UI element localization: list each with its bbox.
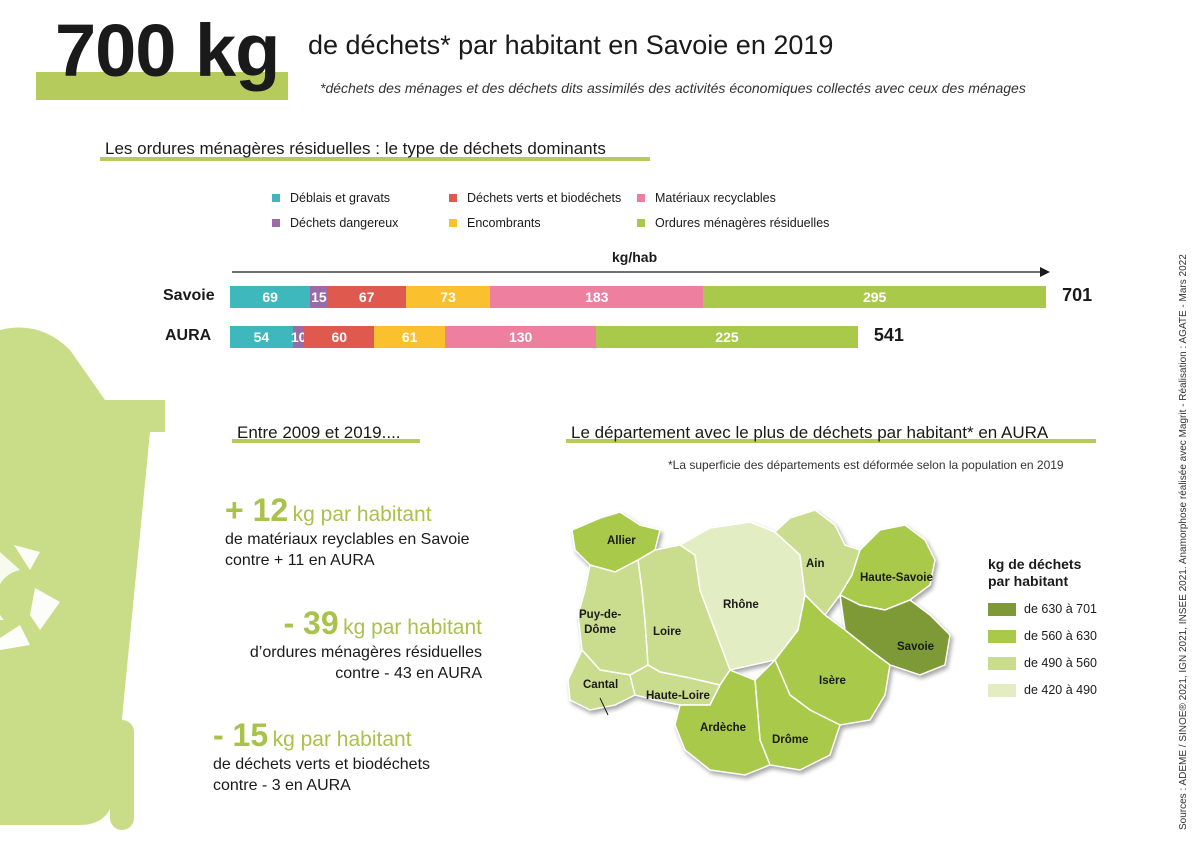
stat-value: - 15 [213,717,269,753]
stat-line: contre + 11 en AURA [225,552,375,569]
map-section-title: Le département avec le plus de déchets p… [571,423,1049,442]
map-legend-item: de 490 à 560 [988,656,1097,670]
evolution-title: Entre 2009 et 2019.... [237,423,401,442]
map-legend-swatch [988,656,1016,670]
bar-segment: 60 [304,326,375,348]
waste-bin-illustration [0,327,165,830]
map-title-underline [566,439,1096,443]
map-department-label: Savoie [897,641,935,653]
map-legend-label: de 420 à 490 [1024,683,1097,697]
map-department-label: Rhône [723,599,759,611]
map-legend-swatch [988,629,1016,643]
kg-axis-arrow [232,267,1050,277]
legend-label: Déchets dangereux [290,216,399,230]
bar-total-label: 701 [1062,285,1093,305]
legend-item: Déchets dangereux [272,216,398,230]
bar-segment: 54 [230,326,293,348]
bar-segment: 15 [310,286,328,308]
map-department-label: Allier [607,535,636,547]
bar-category-label: AURA [165,327,212,344]
headline-footnote: *déchets des ménages et des déchets dits… [320,80,1026,96]
map-footnote: *La superficie des départements est défo… [668,458,1064,472]
bar-total-label: 541 [873,325,904,345]
sources-credit: Sources : ADEME / SINOE® 2021, IGN 2021,… [1178,254,1189,830]
legend-item: Déchets verts et biodéchets [449,191,621,205]
map-legend-title: kg de déchets par habitant [988,556,1081,590]
stat-unit: kg par habitant [292,503,432,526]
legend-swatch [449,194,457,202]
map-department-label: Cantal [583,679,619,691]
bar-segment: 61 [374,326,446,348]
cantal-leader-line [599,697,609,716]
map-legend-title-line: kg de déchets [988,556,1082,572]
bar-category-label: Savoie [163,287,215,304]
stat-recyclables: + 12 kg par habitant de matériaux reycla… [225,492,470,571]
recycle-icon [0,545,60,650]
dept-haute-savoie [838,524,936,611]
map-department-label: Haute-Loire [646,690,710,702]
legend-item: Encombrants [449,216,541,230]
big-number: 700 kg [55,9,280,92]
bar-segment: 130 [445,326,597,348]
stat-line: de matériaux reyclables en Savoie [225,531,470,548]
stat-line: d’ordures ménagères résiduelles [249,644,482,661]
legend-item: Ordures ménagères résiduelles [637,216,829,230]
map-legend-swatch [988,683,1016,697]
stat-unit: kg par habitant [343,616,482,639]
bar-segment: 69 [230,286,311,308]
stat-omr: - 39 kg par habitant d’ordures ménagères… [232,605,482,684]
aura-cartogram [567,509,951,776]
stat-line: de déchets verts et biodéchets [213,756,431,773]
stat-line: contre - 43 en AURA [335,665,482,682]
legend-label: Déblais et gravats [290,191,391,205]
bar-segment: 10 [291,326,306,348]
legend-swatch [272,219,280,227]
stat-line: contre - 3 en AURA [213,777,351,794]
map-department-label: Haute-Savoie [860,572,933,584]
legend-label: Ordures ménagères résiduelles [655,216,830,230]
map-legend-item: de 630 à 701 [988,602,1097,616]
legend-swatch [637,194,645,202]
omr-title-underline [100,157,650,161]
dept-ardeche [674,669,771,776]
legend-label: Matériaux recyclables [655,191,776,205]
map-department-label: Loire [653,626,682,638]
map-legend-label: de 560 à 630 [1024,629,1097,643]
legend-label: Encombrants [467,216,541,230]
omr-section-title: Les ordures ménagères résiduelles : le t… [105,139,606,158]
map-department-label: Ain [806,558,825,570]
legend-swatch [449,219,457,227]
big-number-highlight [36,72,288,100]
map-department-label: Isère [819,675,846,687]
map-legend-label: de 490 à 560 [1024,656,1097,670]
map-legend-swatch [988,602,1016,616]
legend-label: Déchets verts et biodéchets [467,191,622,205]
map-department-label: Drôme [772,734,809,746]
headline: de déchets* par habitant en Savoie en 20… [308,30,834,60]
bar-segment: 73 [405,286,491,308]
map-department-label: Puy-de- Dôme [579,609,622,636]
stat-value: + 12 [225,492,289,528]
evolution-title-underline [232,439,420,443]
legend-item: Matériaux recyclables [637,191,776,205]
stat-value: - 39 [283,605,339,641]
map-legend-item: de 420 à 490 [988,683,1097,697]
bar-segment: 183 [490,286,704,308]
bar-segment: 67 [327,286,406,308]
legend-item: Déblais et gravats [272,191,390,205]
dept-cantal [567,648,636,711]
map-department-label: Ardèche [700,722,747,734]
bar-segment: 225 [596,326,858,348]
legend-swatch [272,194,280,202]
map-legend-item: de 560 à 630 [988,629,1097,643]
stat-unit: kg par habitant [272,728,412,751]
map-legend-label: de 630 à 701 [1024,602,1097,616]
axis-label: kg/hab [612,249,658,265]
legend-swatch [637,219,645,227]
map-legend-title-line: par habitant [988,573,1069,589]
stat-verts: - 15 kg par habitant de déchets verts et… [213,717,430,796]
bar-segment: 295 [703,286,1047,308]
